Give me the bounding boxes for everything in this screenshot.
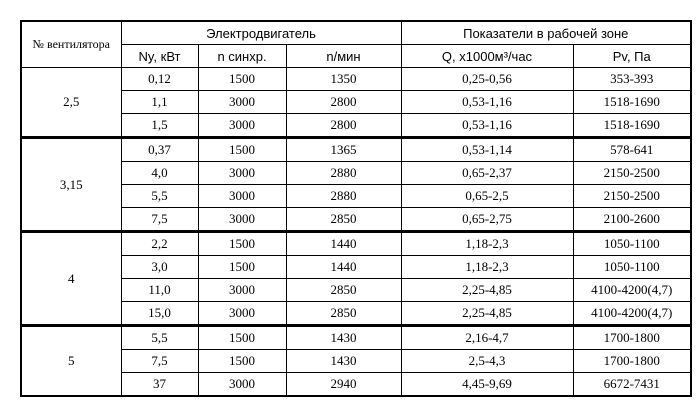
table-cell: 3000 [197,301,287,326]
fan-cell: 3,15 [20,136,122,232]
table-cell: 0,65-2,75 [400,207,574,232]
table-cell: 0,65-2,37 [400,161,574,185]
table-row: 4,0 3000 2880 0,65-2,37 2150-2500 [21,161,692,185]
table-cell: 6672-7431 [572,372,692,397]
table-cell: 37 [120,372,199,397]
table-cell: 5,5 [120,324,199,350]
table-cell: 2150-2500 [572,184,692,208]
table-cell: 3000 [197,113,287,138]
column-header: n синхр. [197,44,287,68]
column-header: Ny, кВт [120,44,199,68]
table-cell: 0,12 [120,67,199,91]
table-cell: 2,5-4,3 [400,349,574,373]
table-cell: 2,25-4,85 [400,301,574,326]
table-row: 1,5 3000 2800 0,53-1,16 1518-1690 [21,113,692,138]
table-cell: 1700-1800 [572,324,692,350]
table-cell: 1,18-2,3 [400,255,574,279]
data-table: № вентилятора Электродвигатель Показател… [20,20,692,397]
table-cell: 1700-1800 [572,349,692,373]
table-row: 5,5 3000 2880 0,65-2,5 2150-2500 [21,184,692,208]
table-row: 2,5 0,12 1500 1350 0,25-0,56 353-393 [20,67,692,138]
table-row: 7,5 3000 2850 0,65-2,75 2100-2600 [21,207,692,232]
table-cell: 3000 [197,207,287,232]
table-cell: 2880 [285,161,402,185]
table-cell: 1430 [285,349,402,373]
fan-cell: 2,5 [20,67,122,138]
table-cell: 2,2 [120,230,199,256]
table-cell: 2850 [285,278,402,302]
table-cell: 1500 [197,255,287,279]
table-cell: 1,1 [120,90,199,114]
column-header: n/мин [285,44,402,68]
table-cell: 2800 [285,113,402,138]
table-cell: 0,65-2,5 [400,184,574,208]
table-cell: 2,25-4,85 [400,278,574,302]
table-cell: 2880 [285,184,402,208]
table-cell: 4100-4200(4,7) [572,278,692,302]
table-cell: 2100-2600 [572,207,692,232]
table-cell: 353-393 [572,67,692,91]
table-cell: 1,5 [120,113,199,138]
table-cell: 1500 [197,349,287,373]
table-row: 5 5,5 1500 1430 2,16-4,7 1700-1800 [20,324,692,397]
table-row: 7,5 1500 1430 2,5-4,3 1700-1800 [21,349,692,373]
table-row: 15,0 3000 2850 2,25-4,85 4100-4200(4,7) [21,301,692,326]
table-cell: 1050-1100 [572,230,692,256]
table-row: 1,1 3000 2800 0,53-1,16 1518-1690 [21,90,692,114]
table-cell: 4100-4200(4,7) [572,301,692,326]
table-cell: 1430 [285,324,402,350]
table-cell: 0,25-0,56 [400,67,574,91]
table-row: 3,15 0,37 1500 1365 0,53-1,14 578-641 [20,136,692,232]
table-cell: 1440 [285,255,402,279]
table-cell: 1050-1100 [572,255,692,279]
table-cell: 3000 [197,161,287,185]
table-cell: 1500 [197,324,287,350]
table-cell: 2800 [285,90,402,114]
table-cell: 1518-1690 [572,90,692,114]
table-cell: 2850 [285,301,402,326]
table-cell: 1440 [285,230,402,256]
table-cell: 5,5 [120,184,199,208]
table-cell: 3000 [197,278,287,302]
table-cell: 2940 [285,372,402,397]
table-cell: 4,0 [120,161,199,185]
table-row: 37 3000 2940 4,45-9,69 6672-7431 [21,372,692,397]
table-cell: 4,45-9,69 [400,372,574,397]
table-cell: 2,16-4,7 [400,324,574,350]
table-cell: 3000 [197,372,287,397]
table-body: 2,5 0,12 1500 1350 0,25-0,56 353-393 1,1 3000 28… [20,67,692,397]
table-cell: 1500 [197,136,287,162]
table-cell: 7,5 [120,207,199,232]
table-cell: 1365 [285,136,402,162]
table-cell: 2150-2500 [572,161,692,185]
table-cell: 0,53-1,16 [400,90,574,114]
column-header: Pv, Па [572,44,692,68]
table-cell: 578-641 [572,136,692,162]
zone-header: Показатели в рабочей зоне [400,20,692,45]
table-cell: 7,5 [120,349,199,373]
fan-cell: 4 [20,230,122,326]
table-cell: 0,53-1,16 [400,113,574,138]
table-cell: 1350 [285,67,402,91]
table-cell: 1500 [197,67,287,91]
table-cell: 0,37 [120,136,199,162]
table-row: 3,0 1500 1440 1,18-2,3 1050-1100 [21,255,692,279]
fan-header: № вентилятора [20,20,122,68]
table-cell: 3000 [197,90,287,114]
column-header: Q, x1000м³/час [400,44,574,68]
table-cell: 1500 [197,230,287,256]
table-cell: 11,0 [120,278,199,302]
fan-cell: 5 [20,324,122,397]
table-cell: 3,0 [120,255,199,279]
table-cell: 1,18-2,3 [400,230,574,256]
table-cell: 2850 [285,207,402,232]
table-cell: 3000 [197,184,287,208]
table-cell: 0,53-1,14 [400,136,574,162]
motor-header: Электродвигатель [120,20,402,45]
table-row: 11,0 3000 2850 2,25-4,85 4100-4200(4,7) [21,278,692,302]
table-row: 4 2,2 1500 1440 1,18-2,3 1050-1100 [20,230,692,326]
table-cell: 1518-1690 [572,113,692,138]
table-cell: 15,0 [120,301,199,326]
